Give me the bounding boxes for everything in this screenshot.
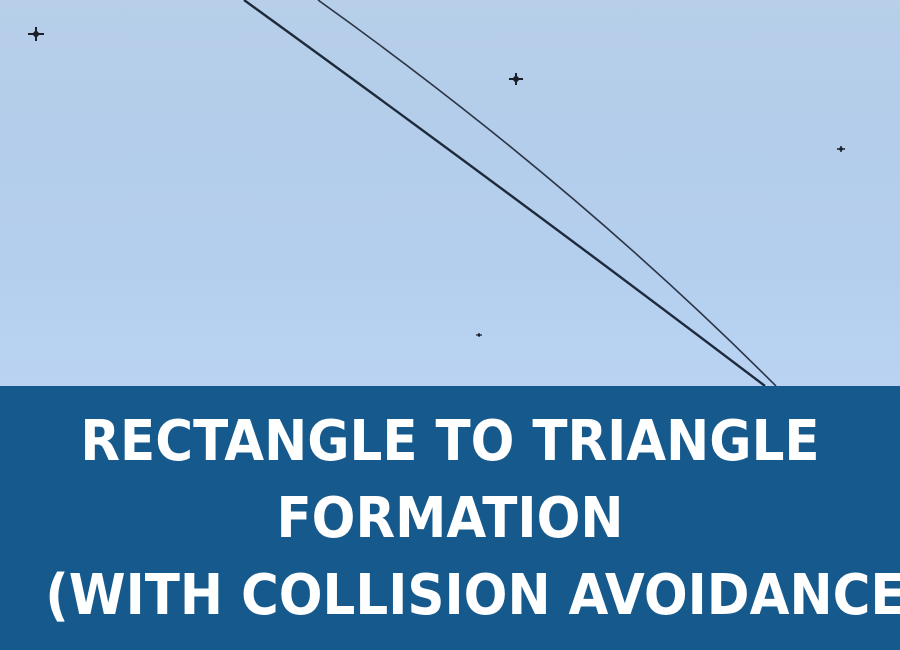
caption-line-1: RECTANGLE TO TRIANGLE <box>80 408 820 474</box>
caption-line-2: FORMATION <box>276 485 624 551</box>
drone <box>837 146 845 152</box>
drone <box>509 73 523 85</box>
sky-photo <box>0 0 900 386</box>
caption-banner: RECTANGLE TO TRIANGLE FORMATION (WITH CO… <box>0 386 900 650</box>
caption-title: RECTANGLE TO TRIANGLE FORMATION (WITH CO… <box>45 403 900 634</box>
sky-photo-drawing <box>28 0 845 386</box>
drone <box>28 27 44 41</box>
power-line <box>243 0 766 386</box>
drone <box>476 333 482 337</box>
power-line <box>317 0 777 386</box>
caption-line-3: (WITH COLLISION AVOIDANCE) <box>45 562 900 628</box>
